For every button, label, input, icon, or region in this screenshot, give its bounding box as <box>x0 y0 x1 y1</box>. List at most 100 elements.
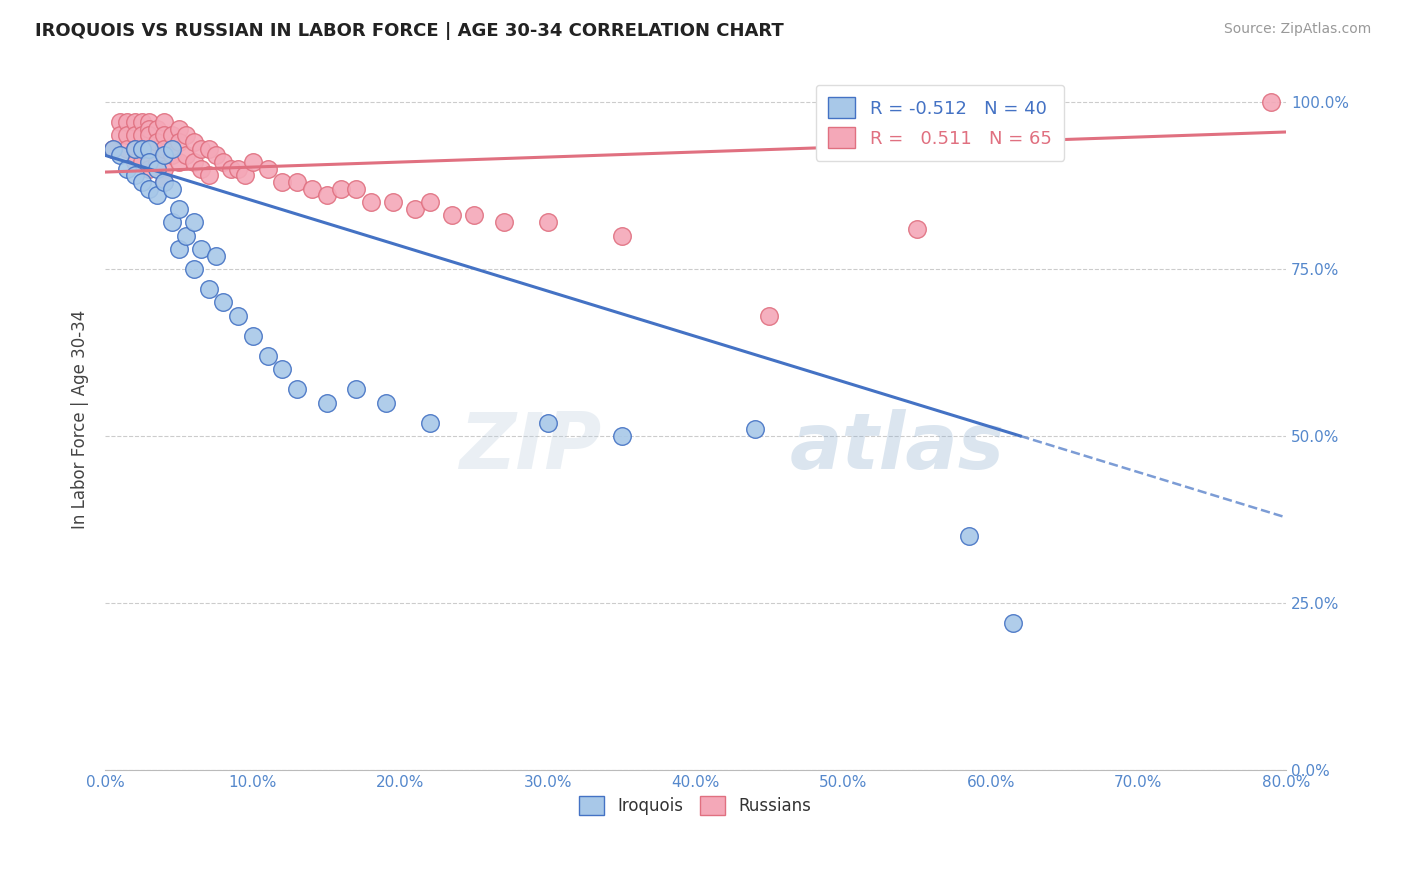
Point <box>153 142 176 156</box>
Point <box>167 202 190 216</box>
Point <box>138 182 160 196</box>
Point <box>190 142 212 156</box>
Point <box>176 228 198 243</box>
Point <box>271 362 294 376</box>
Point <box>190 242 212 256</box>
Point <box>212 155 235 169</box>
Point <box>330 182 353 196</box>
Point <box>744 422 766 436</box>
Point <box>167 155 190 169</box>
Point <box>138 142 160 156</box>
Point <box>167 242 190 256</box>
Point <box>138 142 160 156</box>
Point <box>138 121 160 136</box>
Y-axis label: In Labor Force | Age 30-34: In Labor Force | Age 30-34 <box>72 310 89 529</box>
Point <box>610 228 633 243</box>
Point <box>758 309 780 323</box>
Point <box>160 182 183 196</box>
Point <box>1001 615 1024 630</box>
Point <box>463 209 485 223</box>
Point <box>905 222 928 236</box>
Point <box>101 142 124 156</box>
Point <box>190 161 212 176</box>
Point <box>124 142 146 156</box>
Legend: Iroquois, Russians: Iroquois, Russians <box>569 786 821 825</box>
Point <box>160 128 183 143</box>
Point <box>197 169 219 183</box>
Point <box>957 529 980 543</box>
Point <box>419 416 441 430</box>
Point <box>167 135 190 149</box>
Point <box>108 148 131 162</box>
Point <box>108 115 131 129</box>
Point <box>235 169 257 183</box>
Point <box>124 169 146 183</box>
Point <box>344 182 367 196</box>
Point <box>242 328 264 343</box>
Point <box>138 161 160 176</box>
Point <box>537 215 560 229</box>
Point <box>124 142 146 156</box>
Point <box>146 155 169 169</box>
Point <box>404 202 426 216</box>
Point <box>117 115 139 129</box>
Text: IROQUOIS VS RUSSIAN IN LABOR FORCE | AGE 30-34 CORRELATION CHART: IROQUOIS VS RUSSIAN IN LABOR FORCE | AGE… <box>35 22 785 40</box>
Point <box>108 128 131 143</box>
Point <box>117 128 139 143</box>
Point <box>537 416 560 430</box>
Point <box>117 142 139 156</box>
Point <box>285 175 308 189</box>
Point <box>197 282 219 296</box>
Point <box>131 175 153 189</box>
Text: Source: ZipAtlas.com: Source: ZipAtlas.com <box>1223 22 1371 37</box>
Point <box>124 155 146 169</box>
Point <box>176 128 198 143</box>
Point <box>146 121 169 136</box>
Point <box>167 121 190 136</box>
Point <box>153 161 176 176</box>
Point <box>153 128 176 143</box>
Point <box>131 115 153 129</box>
Point <box>1260 95 1282 109</box>
Point <box>138 155 160 169</box>
Point <box>146 188 169 202</box>
Point <box>183 155 205 169</box>
Point <box>315 395 337 409</box>
Point <box>183 135 205 149</box>
Point <box>131 155 153 169</box>
Point <box>138 128 160 143</box>
Point <box>285 382 308 396</box>
Text: ZIP: ZIP <box>458 409 602 485</box>
Point <box>205 148 228 162</box>
Point <box>153 148 176 162</box>
Point <box>131 142 153 156</box>
Point <box>344 382 367 396</box>
Point <box>374 395 396 409</box>
Point <box>256 349 278 363</box>
Point <box>183 215 205 229</box>
Point <box>315 188 337 202</box>
Point <box>160 142 183 156</box>
Point <box>360 195 382 210</box>
Point <box>131 142 153 156</box>
Point <box>441 209 464 223</box>
Point <box>197 142 219 156</box>
Point <box>183 262 205 277</box>
Point <box>160 148 183 162</box>
Point <box>131 128 153 143</box>
Point <box>301 182 323 196</box>
Point <box>492 215 515 229</box>
Point <box>138 115 160 129</box>
Point <box>101 142 124 156</box>
Point <box>153 115 176 129</box>
Point <box>124 128 146 143</box>
Point <box>176 148 198 162</box>
Point <box>242 155 264 169</box>
Point <box>117 161 139 176</box>
Point <box>419 195 441 210</box>
Point <box>382 195 405 210</box>
Point <box>146 135 169 149</box>
Point <box>205 249 228 263</box>
Point <box>226 161 249 176</box>
Point <box>153 175 176 189</box>
